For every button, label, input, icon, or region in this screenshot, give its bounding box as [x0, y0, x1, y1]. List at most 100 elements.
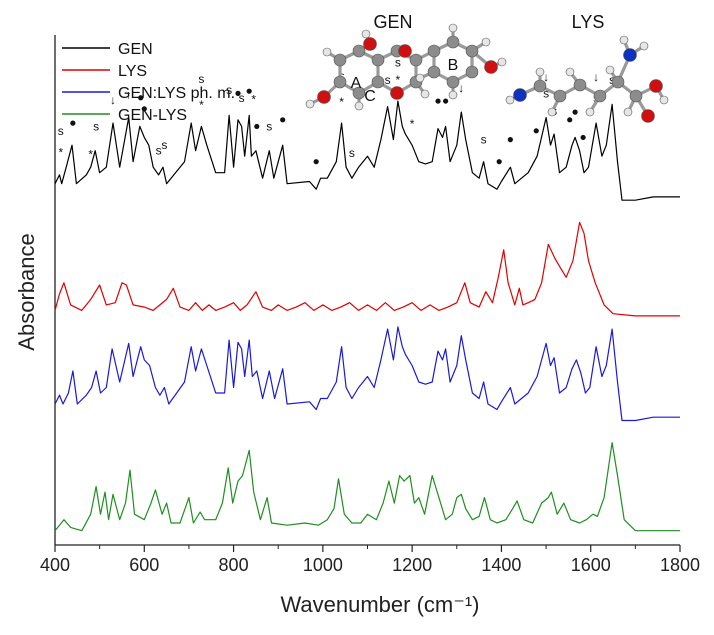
s-marker: s: [198, 72, 204, 86]
x-axis-title: Wavenumber (cm⁻¹): [280, 592, 479, 617]
atom-c: [533, 79, 547, 93]
star-marker: *: [58, 145, 63, 159]
s-marker: s: [395, 56, 401, 70]
atom-h: [505, 95, 515, 105]
dot-marker: [507, 137, 513, 143]
atom-h: [448, 90, 458, 100]
atom-o: [317, 90, 331, 104]
series-line-1: [54, 221, 680, 317]
arrow-marker-down: ↓: [110, 93, 116, 107]
x-tick-label: 800: [219, 555, 249, 575]
y-axis-title: Absorbance: [14, 233, 39, 350]
s-marker: s: [239, 91, 245, 105]
s-marker: s: [385, 73, 391, 87]
atom-c: [371, 53, 385, 67]
lys-molecule: [505, 35, 669, 123]
atom-o: [398, 44, 412, 58]
dot-marker: [254, 123, 260, 130]
atom-h: [639, 41, 649, 51]
atom-c: [465, 44, 479, 58]
atom-h: [619, 35, 629, 45]
peak-annotations: *******sssssssssssssssss↓↑↓↓↓: [58, 56, 615, 165]
atom-c: [371, 75, 385, 89]
atom-h: [305, 99, 315, 109]
series-line-2: [54, 326, 680, 422]
ring-label-b: B: [448, 57, 459, 74]
arrow-marker-down: ↓: [543, 70, 549, 84]
series-line-0: [54, 100, 680, 201]
atom-h: [481, 37, 491, 47]
star-marker: *: [339, 95, 344, 109]
x-tick-label: 1800: [660, 555, 700, 575]
star-marker: *: [199, 98, 204, 112]
atom-o: [649, 79, 663, 93]
atom-h: [623, 107, 633, 117]
atom-c: [465, 65, 479, 79]
dot-marker: [435, 98, 441, 104]
gen-molecule: [305, 23, 507, 111]
atom-h: [659, 95, 669, 105]
x-tick-label: 400: [40, 555, 70, 575]
atom-h: [354, 101, 364, 111]
arrow-marker-down: ↓: [458, 81, 464, 95]
dot-marker: [443, 98, 449, 104]
atom-n: [513, 88, 527, 102]
legend-label-2: GEN:LYS ph. m.: [118, 85, 235, 102]
atom-c: [611, 75, 625, 89]
atom-c: [409, 53, 423, 67]
s-marker: s: [339, 69, 345, 83]
legend: GEN LYS GEN:LYS ph. m. GEN-LYS: [62, 41, 235, 124]
x-tick-label: 600: [129, 555, 159, 575]
atom-c: [427, 65, 441, 79]
atom-h: [322, 47, 332, 57]
atom-h: [565, 67, 575, 77]
legend-label-0: GEN: [118, 41, 153, 58]
atom-h: [547, 107, 557, 117]
star-marker: *: [396, 73, 401, 87]
dot-marker: [235, 90, 241, 96]
atom-h: [361, 29, 371, 39]
dot-marker: [70, 120, 76, 126]
spectra-series: [54, 100, 680, 532]
atom-c: [629, 89, 643, 103]
gen-molecule-title: GEN: [373, 12, 412, 32]
s-marker: s: [349, 146, 355, 160]
atom-o: [484, 60, 498, 74]
dot-marker: [533, 128, 539, 134]
atom-c: [333, 75, 347, 89]
series-line-3: [54, 442, 680, 532]
atom-c: [352, 86, 366, 100]
axes: 400 600 800 1000 1200 1400 1600 1800: [40, 35, 700, 575]
atom-h: [535, 67, 545, 77]
atom-h: [605, 65, 615, 75]
s-marker: s: [156, 144, 162, 158]
atom-o: [390, 86, 404, 100]
arrow-marker-down: ↓: [593, 70, 599, 84]
s-marker: s: [161, 138, 167, 152]
dot-marker: [572, 109, 578, 115]
atom-c: [446, 35, 460, 49]
star-marker: *: [88, 148, 93, 162]
x-tick-label: 1000: [303, 555, 343, 575]
star-marker: *: [251, 93, 256, 107]
atom-h: [448, 23, 458, 33]
atom-c: [553, 89, 567, 103]
atom-c: [427, 44, 441, 58]
dot-marker: [138, 95, 144, 101]
x-tick-label: 1600: [571, 555, 611, 575]
s-marker: s: [93, 119, 99, 133]
legend-label-3: GEN-LYS: [118, 107, 187, 124]
atom-c: [593, 89, 607, 103]
ring-label-c: C: [364, 88, 376, 105]
atom-n: [623, 48, 637, 62]
atom-c: [446, 75, 460, 89]
atom-c: [352, 44, 366, 58]
atom-o: [641, 109, 655, 123]
arrow-marker-up: ↑: [126, 87, 132, 101]
star-marker: *: [410, 117, 415, 131]
atom-h: [420, 89, 430, 99]
dot-marker: [246, 88, 252, 94]
lys-molecule-title: LYS: [572, 12, 605, 32]
atom-c: [333, 53, 347, 67]
dot-marker: [280, 117, 286, 123]
